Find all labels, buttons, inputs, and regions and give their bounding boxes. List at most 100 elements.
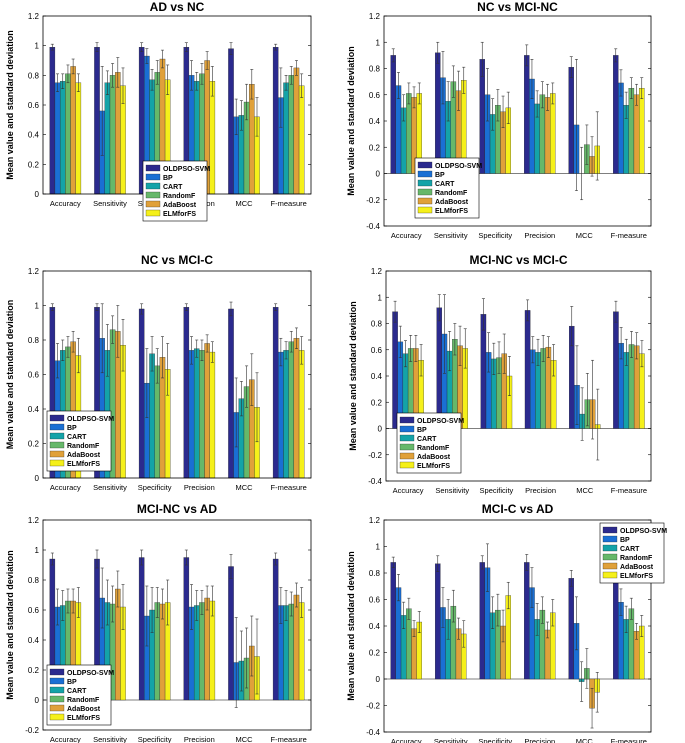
- x-tick-label: F-measure: [271, 199, 307, 208]
- y-axis-label: Mean value and standard deviation: [348, 301, 358, 451]
- bar-cart: [104, 82, 111, 195]
- x-tick-label: Specificity: [138, 735, 172, 743]
- bar-randomf: [288, 341, 295, 479]
- bar-randomf: [288, 75, 295, 195]
- legend: OLDPSO-SVM BP CART RandomF AdaBoost ELMforFS: [142, 160, 210, 222]
- legend-label: CART: [620, 546, 640, 553]
- bar-oldpso-svm: [272, 307, 279, 479]
- bar-cart: [59, 81, 66, 195]
- legend-swatch: [602, 553, 618, 561]
- legend-swatch: [145, 164, 161, 172]
- legend-label: ELMforFS: [435, 208, 468, 215]
- chart-panel-5: MCI-NC vs AD Mean value and standard devi…: [5, 502, 312, 743]
- bar-oldpso-svm: [390, 562, 396, 680]
- bar-elmforfs: [639, 88, 645, 174]
- legend-label: BP: [67, 425, 77, 432]
- x-tick-label: Sensitivity: [93, 735, 127, 743]
- y-tick-label: 1.2: [28, 267, 40, 276]
- chart-panel-3: NC vs MCI-C Mean value and standard devia…: [5, 253, 312, 492]
- x-tick-label: MCC: [576, 231, 594, 240]
- legend-swatch: [399, 425, 415, 433]
- legend-swatch: [399, 416, 415, 424]
- bar-oldpso-svm: [524, 562, 530, 680]
- y-tick-label: 1.2: [28, 12, 40, 21]
- chart-title: NC vs MCI-C: [141, 253, 213, 267]
- legend-label: BP: [435, 172, 445, 179]
- bar-oldpso-svm: [480, 314, 487, 429]
- bar-elmforfs: [75, 82, 82, 195]
- bar-oldpso-svm: [183, 307, 190, 479]
- bar-cart: [283, 82, 289, 195]
- x-tick-label: Sensitivity: [434, 737, 468, 743]
- y-tick-label: 0.6: [369, 91, 381, 100]
- legend-label: CART: [67, 688, 87, 695]
- bar-bp: [54, 82, 61, 195]
- x-tick-label: MCC: [235, 199, 253, 208]
- legend-label: BP: [67, 679, 77, 686]
- y-tick-label: 0.6: [28, 371, 40, 380]
- legend-label: CART: [435, 181, 455, 188]
- y-tick-label: 0.4: [28, 131, 40, 140]
- legend-swatch: [49, 668, 65, 676]
- x-tick-label: Sensitivity: [435, 486, 469, 495]
- legend-label: BP: [417, 427, 427, 434]
- y-tick-label: 1.2: [28, 516, 40, 525]
- x-tick-label: Specificity: [478, 231, 512, 240]
- chart-panel-4: MCI-NC vs MCI-C Mean value and standard d…: [348, 253, 652, 495]
- x-tick-label: MCC: [576, 737, 594, 743]
- legend-swatch: [417, 170, 433, 178]
- y-tick-label: 0.4: [28, 636, 40, 645]
- legend-label: RandomF: [620, 555, 653, 562]
- legend-swatch: [417, 206, 433, 214]
- bar-randomf: [199, 602, 205, 701]
- legend-swatch: [49, 414, 65, 422]
- y-tick-label: 0.6: [28, 101, 40, 110]
- legend-label: OLDPSO-SVM: [67, 670, 114, 677]
- y-tick-label: 0.6: [371, 346, 383, 355]
- x-tick-label: F-measure: [271, 483, 307, 492]
- legend-swatch: [602, 526, 618, 534]
- legend-swatch: [399, 452, 415, 460]
- bar-bp: [188, 350, 195, 479]
- legend-swatch: [602, 544, 618, 552]
- chart-panel-1: AD vs NC Mean value and standard deviatio…: [5, 0, 312, 222]
- x-tick-label: F-measure: [611, 486, 647, 495]
- legend-swatch: [602, 571, 618, 579]
- bar-bp: [395, 587, 402, 680]
- y-tick-label: 1: [376, 38, 381, 47]
- legend-swatch: [49, 704, 65, 712]
- y-tick-label: -0.2: [368, 451, 382, 460]
- legend-swatch: [49, 677, 65, 685]
- chart-title: MCI-NC vs AD: [137, 502, 218, 516]
- plot-frame: [383, 519, 652, 733]
- y-tick-label: 0.8: [371, 320, 383, 329]
- bar-elmforfs: [298, 350, 305, 479]
- legend: OLDPSO-SVM BP CART RandomF AdaBoost ELMforFS: [46, 664, 114, 726]
- plot-frame: [42, 270, 312, 479]
- bar-bp: [278, 351, 284, 479]
- legend-label: RandomF: [435, 190, 468, 197]
- legend-label: CART: [67, 434, 87, 441]
- legend-label: RandomF: [163, 193, 196, 200]
- legend-swatch: [49, 450, 65, 458]
- y-tick-label: 0: [35, 696, 40, 705]
- bar-oldpso-svm: [94, 47, 100, 195]
- legend-label: RandomF: [67, 443, 100, 450]
- bar-oldpso-svm: [479, 562, 485, 680]
- bar-adaboost: [204, 597, 210, 701]
- y-tick-label: 0.6: [28, 606, 40, 615]
- x-tick-label: Accuracy: [391, 231, 422, 240]
- legend-label: OLDPSO-SVM: [435, 163, 482, 170]
- legend-swatch: [417, 179, 433, 187]
- y-axis-label: Mean value and standard deviation: [5, 550, 15, 700]
- y-tick-label: 0.8: [28, 336, 40, 345]
- legend-label: ELMforFS: [620, 573, 653, 580]
- bar-oldpso-svm: [228, 48, 234, 195]
- y-tick-label: 1.2: [369, 12, 381, 21]
- legend-swatch: [399, 434, 415, 442]
- y-axis-label: Mean value and standard deviation: [5, 30, 15, 180]
- y-tick-label: 0.2: [28, 160, 40, 169]
- bar-randomf: [199, 350, 205, 479]
- chart-panel-2: NC vs MCI-NC Mean value and standard devi…: [346, 0, 652, 240]
- legend-swatch: [49, 695, 65, 703]
